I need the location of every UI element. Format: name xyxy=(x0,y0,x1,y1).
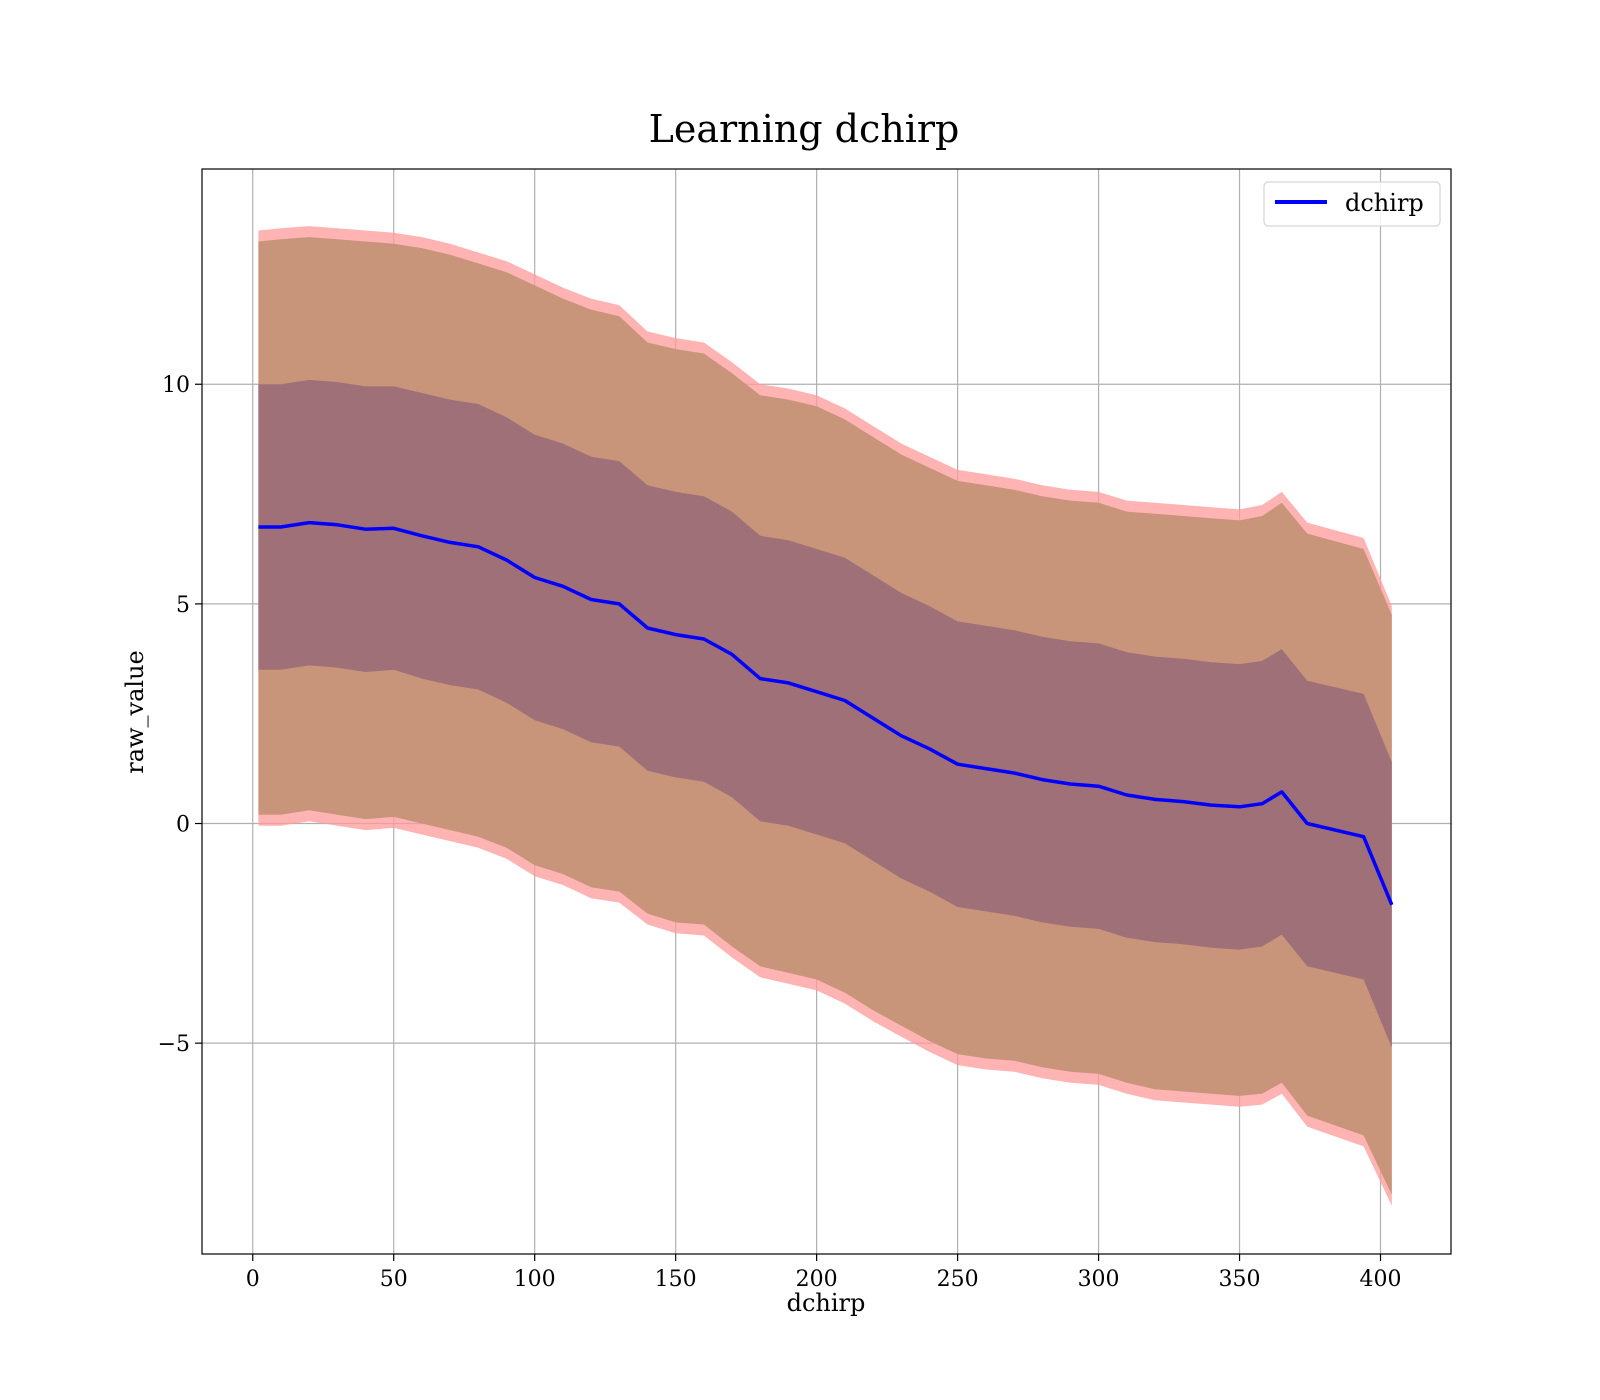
chart-title: Learning dchirp xyxy=(649,107,960,151)
x-tick-label: 100 xyxy=(514,1267,556,1292)
x-tick-label: 300 xyxy=(1078,1267,1120,1292)
legend: dchirp xyxy=(1264,182,1440,226)
y-axis-label: raw_value xyxy=(121,650,149,774)
legend-label-dchirp: dchirp xyxy=(1345,189,1424,217)
x-tick-label: 400 xyxy=(1360,1267,1402,1292)
x-tick-label: 50 xyxy=(380,1267,408,1292)
y-tick-label: 5 xyxy=(176,593,190,618)
x-tick-label: 250 xyxy=(937,1267,979,1292)
y-tick-label: 10 xyxy=(162,373,190,398)
x-tick-label: 350 xyxy=(1219,1267,1261,1292)
x-axis-label: dchirp xyxy=(787,1289,866,1317)
x-tick-label: 0 xyxy=(246,1267,260,1292)
y-tick-label: 0 xyxy=(176,813,190,838)
y-tick-label: −5 xyxy=(158,1032,190,1057)
x-tick-label: 150 xyxy=(655,1267,697,1292)
